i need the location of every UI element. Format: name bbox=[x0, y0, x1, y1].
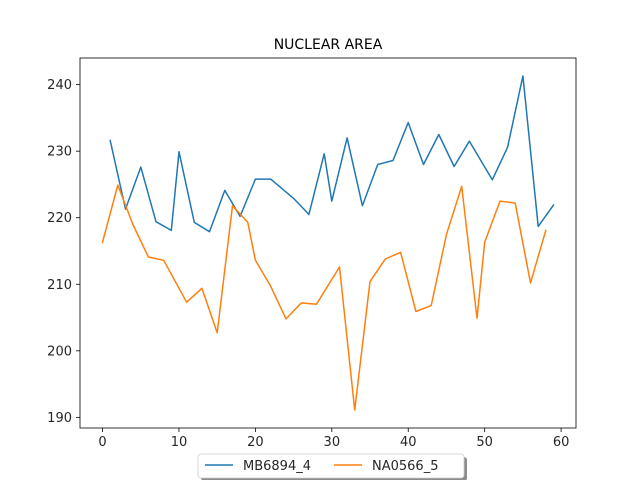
plot-area-frame bbox=[79, 57, 577, 429]
x-tick-label: 50 bbox=[476, 435, 493, 450]
chart-title: NUCLEAR AREA bbox=[274, 37, 383, 53]
legend[interactable]: MB6894_4 NA0566_5 bbox=[197, 453, 467, 480]
legend-label-NA0566_5: NA0566_5 bbox=[372, 459, 438, 474]
y-tick-label: 200 bbox=[47, 344, 72, 359]
y-tick-label: 240 bbox=[47, 78, 72, 93]
x-tick-label: 20 bbox=[247, 435, 264, 450]
series-line-MB6894_4 bbox=[109, 75, 555, 233]
y-tick-label: 230 bbox=[47, 145, 72, 160]
x-tick-label: 40 bbox=[400, 435, 417, 450]
x-tick-label: 60 bbox=[553, 435, 570, 450]
y-tick-label: 220 bbox=[47, 211, 72, 226]
x-tick-label: 30 bbox=[324, 435, 341, 450]
series-line-NA0566_5 bbox=[101, 184, 547, 411]
y-axis: 190 200 210 220 230 240 bbox=[47, 78, 80, 426]
x-tick-label: 0 bbox=[98, 435, 106, 450]
series-layer bbox=[101, 75, 555, 411]
y-tick-label: 190 bbox=[47, 411, 72, 426]
y-tick-label: 210 bbox=[47, 278, 72, 293]
legend-box bbox=[197, 453, 465, 479]
x-tick-label: 10 bbox=[171, 435, 188, 450]
legend-label-MB6894_4: MB6894_4 bbox=[243, 459, 311, 474]
x-axis: 0 10 20 30 40 50 60 bbox=[98, 428, 569, 450]
